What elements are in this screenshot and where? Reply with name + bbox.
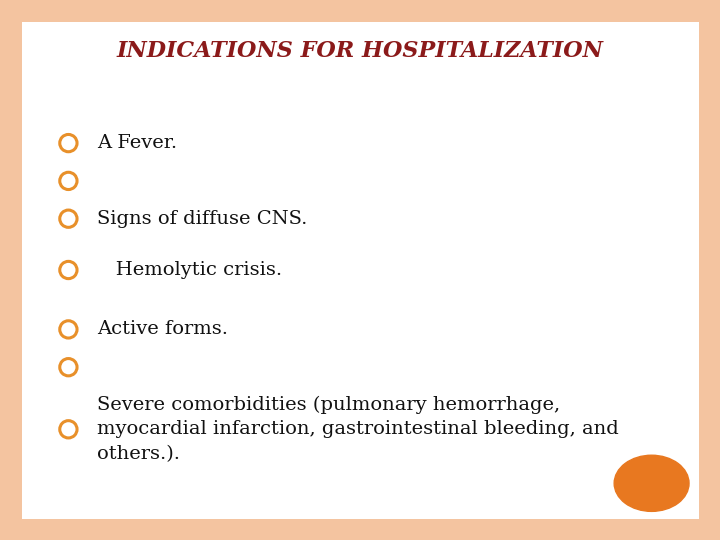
Text: Active forms.: Active forms. <box>97 320 228 339</box>
Text: Signs of diffuse CNS.: Signs of diffuse CNS. <box>97 210 307 228</box>
Text: Severe comorbidities (pulmonary hemorrhage,
myocardial infarction, gastrointesti: Severe comorbidities (pulmonary hemorrha… <box>97 396 619 463</box>
Text: A Fever.: A Fever. <box>97 134 177 152</box>
Text: INDICATIONS FOR HOSPITALIZATION: INDICATIONS FOR HOSPITALIZATION <box>117 40 603 62</box>
Circle shape <box>614 455 689 511</box>
FancyBboxPatch shape <box>9 9 711 531</box>
Text: Hemolytic crisis.: Hemolytic crisis. <box>97 261 282 279</box>
